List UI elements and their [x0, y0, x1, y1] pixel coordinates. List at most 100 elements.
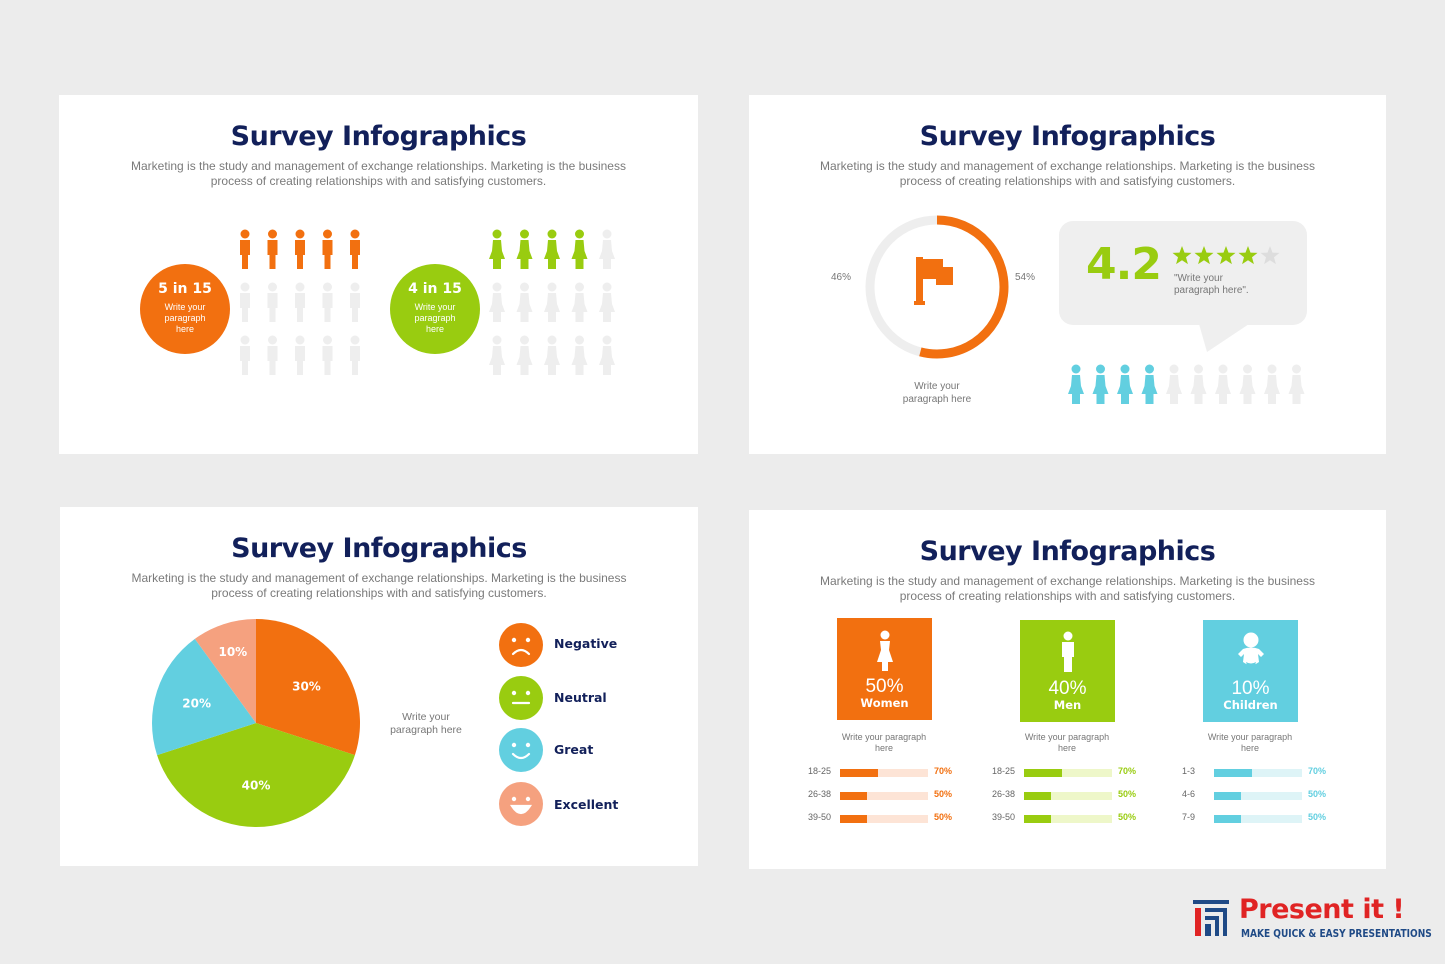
slide-rating: Survey Infographics Marketing is the stu… [749, 95, 1386, 454]
bar-range: 39-50 [992, 812, 1016, 822]
bar-value: 50% [934, 789, 953, 799]
card-caption: Write your paragraph here [841, 732, 927, 753]
bar-track [840, 769, 928, 777]
bar-track [840, 815, 928, 823]
person-icon [544, 335, 560, 375]
pie-slice [152, 638, 256, 756]
stat-circle-a: 5 in 15 Write your paragraph here [140, 264, 230, 354]
pie-slice-label: 10% [218, 645, 247, 659]
bar-row: 7-9 50% [1182, 812, 1342, 823]
stat-text: Write your paragraph here [414, 302, 456, 334]
pie-slice [194, 619, 256, 723]
person-icon-highlighted [516, 229, 533, 269]
card-men: 40% Men [1020, 620, 1115, 722]
subtitle-line: process of creating relationships with a… [210, 174, 547, 188]
person-icon [350, 282, 360, 322]
legend-label-negative: Negative [554, 636, 618, 651]
slide-subtitle: Marketing is the study and management of… [130, 571, 628, 601]
donut-caption: Write your paragraph here [902, 381, 972, 405]
people-grid-b [489, 229, 615, 375]
bar-fill [1214, 792, 1242, 800]
bar-range: 26-38 [992, 789, 1016, 799]
pie-slice-label: 40% [242, 778, 271, 792]
bar-row: 26-38 50% [992, 789, 1152, 800]
bar-row: 26-38 50% [808, 789, 968, 800]
face-legend [499, 623, 543, 826]
people-row [1068, 364, 1305, 404]
person-icon-highlighted [571, 229, 588, 269]
slide-subtitle: Marketing is the study and management of… [819, 159, 1316, 189]
card-children: 10% Children [1203, 620, 1298, 722]
pie-slice-label: 20% [182, 697, 211, 711]
slide-demographics: Survey Infographics Marketing is the stu… [749, 510, 1386, 869]
person-icon-highlighted [322, 229, 333, 269]
bar-range: 26-38 [808, 789, 832, 799]
slide-subtitle: Marketing is the study and management of… [129, 159, 628, 189]
bar-range: 39-50 [808, 812, 832, 822]
person-icon [240, 335, 250, 375]
donut-right-label: 54% [1015, 272, 1036, 283]
bar-track [1024, 792, 1112, 800]
bar-value: 50% [1118, 812, 1137, 822]
slide-title: Survey Infographics [230, 121, 527, 152]
person-icon-highlighted [350, 229, 360, 269]
slide-subtitle: Marketing is the study and management of… [819, 574, 1316, 604]
bar-value: 50% [1308, 789, 1327, 799]
legend-label-neutral: Neutral [554, 690, 607, 705]
bar-fill [840, 815, 868, 823]
bar-fill [1024, 792, 1052, 800]
person-icon [1264, 364, 1280, 404]
star-filled-icon [1172, 246, 1192, 265]
person-icon-highlighted [1092, 364, 1109, 404]
stat-value: 5 in 15 [158, 281, 212, 297]
bar-fill [840, 769, 879, 777]
bar-row: 1-3 70% [1182, 766, 1342, 777]
brand-logo: Present it ! MAKE QUICK & EASY PRESENTAT… [1193, 894, 1433, 946]
person-icon [489, 282, 505, 322]
subtitle-line: Marketing is the study and management of… [820, 574, 1315, 588]
rating-score: 4.2 [1086, 239, 1162, 290]
star-rating [1172, 246, 1280, 265]
bar-track [1214, 769, 1302, 777]
subtitle-line: process of creating relationships with a… [899, 589, 1236, 603]
person-icon [1166, 364, 1182, 404]
person-icon-highlighted [295, 229, 305, 269]
legend-label-excellent: Excellent [554, 797, 619, 812]
bar-range: 18-25 [992, 766, 1016, 776]
person-icon [1239, 364, 1256, 404]
stat-circle-b: 4 in 15 Write your paragraph here [390, 264, 480, 354]
pie-slice [256, 619, 360, 756]
star-filled-icon [1194, 246, 1214, 265]
stat-text: Write your paragraph here [164, 302, 206, 334]
donut-left-label: 46% [831, 272, 852, 283]
subtitle-line: Marketing is the study and management of… [820, 159, 1315, 173]
bar-range: 7-9 [1182, 812, 1196, 822]
person-icon-highlighted [1141, 364, 1158, 404]
person-icon [350, 335, 360, 375]
bar-fill [840, 792, 868, 800]
bar-value: 70% [1118, 766, 1137, 776]
bar-track [1024, 815, 1112, 823]
grin-face-icon [499, 782, 543, 826]
bar-row: 39-50 50% [992, 812, 1152, 823]
person-icon [267, 282, 278, 322]
pie-caption: Write your paragraph here [390, 711, 462, 736]
card-label: Women [860, 696, 909, 710]
subtitle-line: process of creating relationships with a… [211, 586, 547, 600]
bar-fill [1214, 815, 1242, 823]
card-percent: 50% [865, 676, 904, 697]
woman-icon [877, 630, 893, 671]
bar-value: 70% [1308, 766, 1327, 776]
person-icon-highlighted [267, 229, 278, 269]
person-icon [295, 282, 305, 322]
frown-face-icon [499, 623, 543, 667]
person-icon [516, 282, 533, 322]
card-label: Children [1223, 698, 1278, 712]
card-percent: 10% [1231, 678, 1270, 699]
person-icon [322, 282, 333, 322]
star-filled-icon [1238, 246, 1258, 265]
stat-value: 4 in 15 [408, 281, 462, 297]
flag-icon [914, 257, 953, 305]
bar-track [1214, 792, 1302, 800]
person-icon [571, 335, 588, 375]
